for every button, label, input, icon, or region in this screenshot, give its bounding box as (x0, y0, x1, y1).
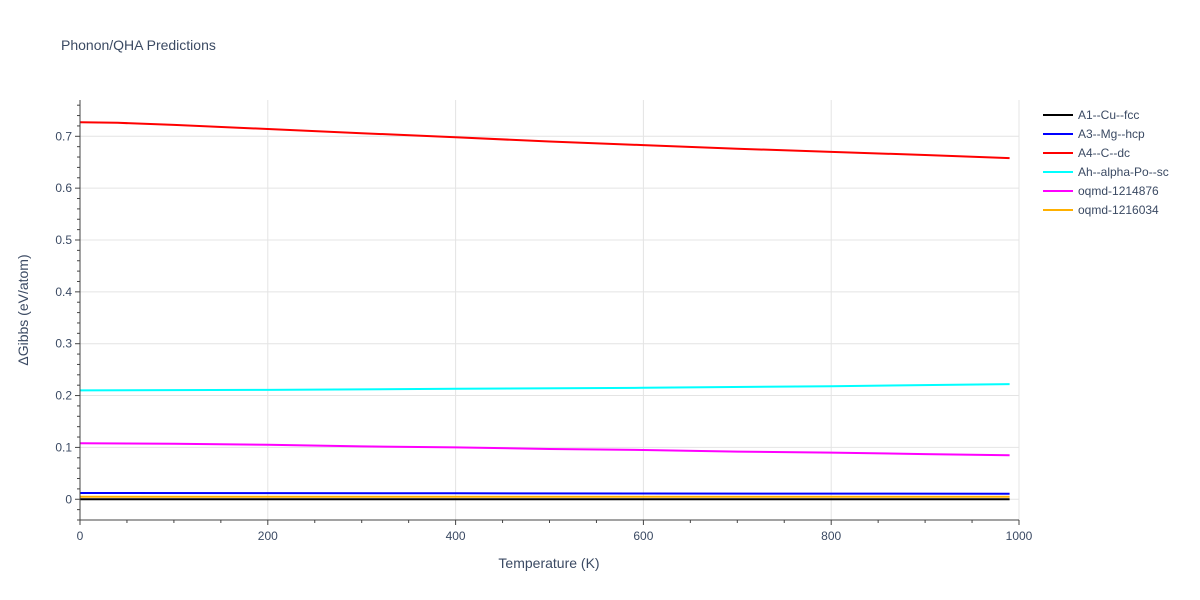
x-tick-label: 0 (77, 529, 84, 543)
axes (75, 100, 1020, 525)
x-tick-label: 400 (446, 529, 466, 543)
legend-label: oqmd-1216034 (1078, 203, 1159, 217)
legend-item-5[interactable]: oqmd-1216034 (1043, 203, 1159, 217)
series-line-2 (79, 121, 1010, 160)
legend-item-1[interactable]: A3--Mg--hcp (1043, 127, 1145, 141)
y-tick-label: 0.5 (55, 233, 72, 247)
y-tick-label: 0.1 (55, 440, 72, 454)
y-tick-label: 0.4 (55, 285, 72, 299)
y-tick-label: 0.7 (55, 129, 72, 143)
x-tick-label: 800 (821, 529, 841, 543)
x-tick-label: 200 (258, 529, 278, 543)
series-line-1 (79, 492, 1010, 495)
y-tick-label: 0.3 (55, 337, 72, 351)
legend-label: oqmd-1214876 (1078, 184, 1159, 198)
x-tick-label: 1000 (1006, 529, 1033, 543)
legend-item-0[interactable]: A1--Cu--fcc (1043, 108, 1139, 122)
legend[interactable]: A1--Cu--fcc A3--Mg--hcp A4--C--dc Ah--alpha… (1043, 108, 1169, 217)
legend-item-2[interactable]: A4--C--dc (1043, 146, 1130, 160)
y-tick-label: 0 (65, 492, 72, 506)
legend-label: A4--C--dc (1078, 146, 1130, 160)
x-tick-label: 600 (633, 529, 653, 543)
legend-label: A1--Cu--fcc (1078, 108, 1139, 122)
series-line-4 (79, 442, 1010, 457)
tick-labels: 0 200 400 600 800 1000 0 0.1 0.2 0.3 0.4 0.5 0.6 0.7 (55, 129, 1032, 543)
legend-item-3[interactable]: Ah--alpha-Po--sc (1043, 165, 1169, 179)
y-axis-title: ΔGibbs (eV/atom) (15, 254, 31, 365)
x-axis-title: Temperature (K) (498, 555, 599, 571)
y-tick-label: 0.6 (55, 181, 72, 195)
grid (80, 100, 1020, 520)
series-line-3 (79, 383, 1010, 392)
series-lines (79, 121, 1010, 501)
y-tick-label: 0.2 (55, 389, 72, 403)
chart-title: Phonon/QHA Predictions (61, 37, 216, 53)
legend-label: Ah--alpha-Po--sc (1078, 165, 1169, 179)
legend-label: A3--Mg--hcp (1078, 127, 1145, 141)
legend-item-4[interactable]: oqmd-1214876 (1043, 184, 1159, 198)
